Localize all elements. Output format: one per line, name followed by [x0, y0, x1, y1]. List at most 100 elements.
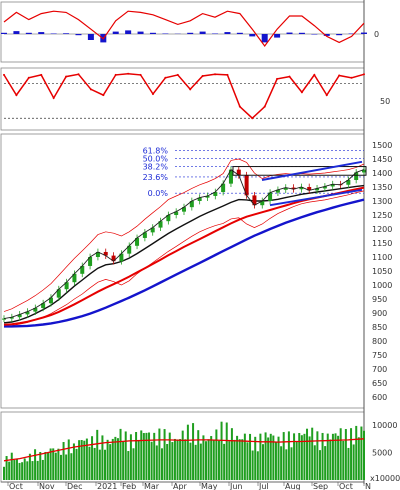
y-tick-label: 900: [372, 309, 387, 318]
volume-unit-label: x100000: [370, 474, 400, 483]
volume-bar: [62, 442, 65, 480]
y-tick-label: 1500: [372, 141, 392, 150]
candle-body: [236, 169, 241, 176]
volume-bar: [140, 430, 143, 480]
x-tick-label: Apr: [173, 482, 188, 490]
x-tick-label: 2021: [97, 482, 117, 490]
candle-body: [315, 188, 320, 191]
candle-body: [244, 175, 249, 196]
bollinger-upper-line: [3, 158, 365, 312]
volume-bar: [171, 442, 174, 480]
volume-bar: [342, 440, 345, 480]
histogram-bar: [298, 32, 305, 34]
volume-bar: [241, 439, 244, 480]
candle-body: [362, 169, 366, 173]
volume-bar: [57, 448, 60, 480]
candle-body: [354, 172, 359, 180]
volume-bar: [135, 431, 138, 480]
candle-body: [299, 187, 304, 190]
fibonacci-label: 38.2%: [143, 163, 169, 172]
candle-body: [182, 207, 186, 212]
data-point: [363, 73, 365, 76]
volume-bar: [137, 440, 140, 480]
volume-panel: [3, 421, 365, 480]
volume-bar: [267, 437, 270, 480]
data-point: [238, 105, 241, 108]
volume-bar: [192, 423, 195, 480]
volume-bar: [59, 454, 62, 480]
candle-body: [268, 192, 273, 201]
x-tick-label: Feb: [122, 482, 136, 490]
histogram-bar: [336, 34, 343, 36]
histogram-bar: [149, 32, 156, 34]
candle-body: [307, 187, 312, 191]
volume-bar: [347, 447, 350, 480]
candle-body: [88, 257, 93, 266]
moving-average-long: [4, 198, 365, 328]
volume-bar: [184, 439, 187, 480]
y-tick-label: 1300: [372, 197, 392, 206]
data-point: [201, 75, 204, 78]
volume-bar: [18, 462, 21, 480]
volume-bar: [124, 431, 127, 480]
volume-bar: [72, 443, 75, 480]
volume-bar: [127, 451, 130, 480]
candle-body: [56, 289, 61, 298]
volume-bar: [104, 449, 107, 480]
histogram-bar: [249, 34, 256, 37]
volume-bar: [132, 448, 135, 480]
volume-bar: [233, 439, 236, 480]
candle-body: [174, 211, 179, 215]
volume-bar: [306, 428, 309, 480]
volume-bar: [166, 444, 169, 480]
volume-bar: [324, 446, 327, 480]
x-tick-label: Jun: [229, 482, 243, 490]
volume-bar: [98, 449, 101, 480]
volume-bar: [308, 436, 311, 480]
volume-bar: [249, 433, 252, 480]
volume-bar: [238, 439, 241, 480]
oscillator-panel-2: [3, 72, 365, 120]
data-point: [164, 76, 167, 79]
volume-bar: [75, 448, 78, 480]
volume-bar: [122, 441, 125, 480]
volume-bar: [363, 430, 365, 480]
candle-body: [197, 197, 202, 201]
volume-bar: [91, 436, 94, 480]
volume-bar: [194, 444, 197, 480]
data-point: [89, 88, 92, 91]
histogram-bar: [13, 31, 20, 34]
volume-bar: [34, 449, 37, 480]
close-price-line: [3, 168, 365, 320]
volume-bar: [287, 431, 290, 480]
candle-body: [283, 187, 288, 190]
data-point: [325, 94, 328, 97]
volume-bar: [311, 427, 314, 480]
candle-body: [111, 255, 116, 262]
candle-body: [25, 311, 30, 315]
volume-bar: [199, 443, 202, 480]
histogram-bar: [87, 34, 94, 40]
candle-body: [41, 303, 46, 308]
candle-body: [72, 273, 77, 283]
volume-bar: [116, 438, 119, 480]
histogram-bar: [112, 31, 119, 34]
volume-bar: [293, 433, 296, 480]
volume-bar: [158, 428, 161, 480]
volume-bar: [155, 445, 158, 480]
data-point: [214, 73, 217, 76]
candle-body: [135, 237, 140, 246]
candle-body: [205, 195, 210, 198]
volume-bar: [160, 448, 163, 480]
volume-bar: [39, 451, 42, 480]
data-point: [40, 73, 43, 76]
data-point: [189, 88, 192, 91]
data-point: [300, 91, 303, 94]
candle-body: [228, 169, 233, 184]
volume-bar: [80, 440, 83, 480]
histogram-bar: [25, 32, 32, 34]
y-tick-label: 10000: [372, 421, 397, 430]
candle-body: [80, 265, 85, 274]
volume-bar: [26, 461, 29, 480]
histogram-bar: [137, 31, 144, 34]
